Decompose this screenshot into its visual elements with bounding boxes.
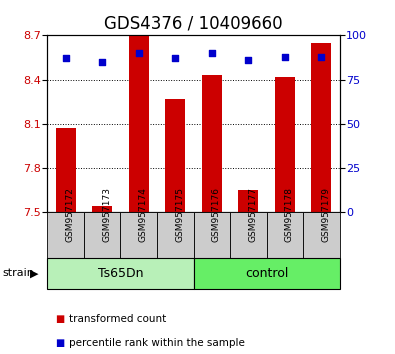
Text: ■: ■	[55, 338, 64, 348]
Bar	[238, 190, 258, 212]
Bar	[129, 35, 149, 212]
Point	[245, 57, 252, 63]
Point	[99, 59, 105, 65]
Point	[282, 54, 288, 59]
Bar	[165, 99, 185, 212]
Text: transformed count: transformed count	[69, 314, 166, 324]
Text: GSM957173: GSM957173	[102, 187, 111, 242]
Text: GSM957177: GSM957177	[248, 187, 258, 242]
Bar	[230, 212, 267, 258]
Bar	[202, 75, 222, 212]
Bar	[92, 206, 112, 212]
Bar	[267, 212, 303, 258]
Text: GSM957172: GSM957172	[66, 187, 75, 242]
Bar	[194, 212, 230, 258]
Bar	[311, 43, 331, 212]
Bar	[47, 258, 194, 289]
Text: strain: strain	[2, 268, 34, 279]
Bar	[84, 212, 120, 258]
Bar	[157, 212, 194, 258]
Bar	[56, 128, 76, 212]
Text: GSM957176: GSM957176	[212, 187, 221, 242]
Text: GSM957179: GSM957179	[322, 187, 331, 242]
Bar	[120, 212, 157, 258]
Point	[135, 50, 142, 56]
Text: percentile rank within the sample: percentile rank within the sample	[69, 338, 245, 348]
Text: Ts65Dn: Ts65Dn	[98, 267, 143, 280]
Point	[172, 56, 179, 61]
Bar	[194, 258, 340, 289]
Point	[318, 54, 325, 59]
Point	[62, 56, 69, 61]
Text: ▶: ▶	[30, 268, 38, 279]
Text: GSM957178: GSM957178	[285, 187, 294, 242]
Bar	[47, 212, 84, 258]
Point	[209, 50, 215, 56]
Bar	[275, 77, 295, 212]
Title: GDS4376 / 10409660: GDS4376 / 10409660	[104, 15, 283, 33]
Bar	[303, 212, 340, 258]
Text: GSM957174: GSM957174	[139, 187, 148, 242]
Text: GSM957175: GSM957175	[175, 187, 184, 242]
Text: ■: ■	[55, 314, 64, 324]
Text: control: control	[245, 267, 288, 280]
